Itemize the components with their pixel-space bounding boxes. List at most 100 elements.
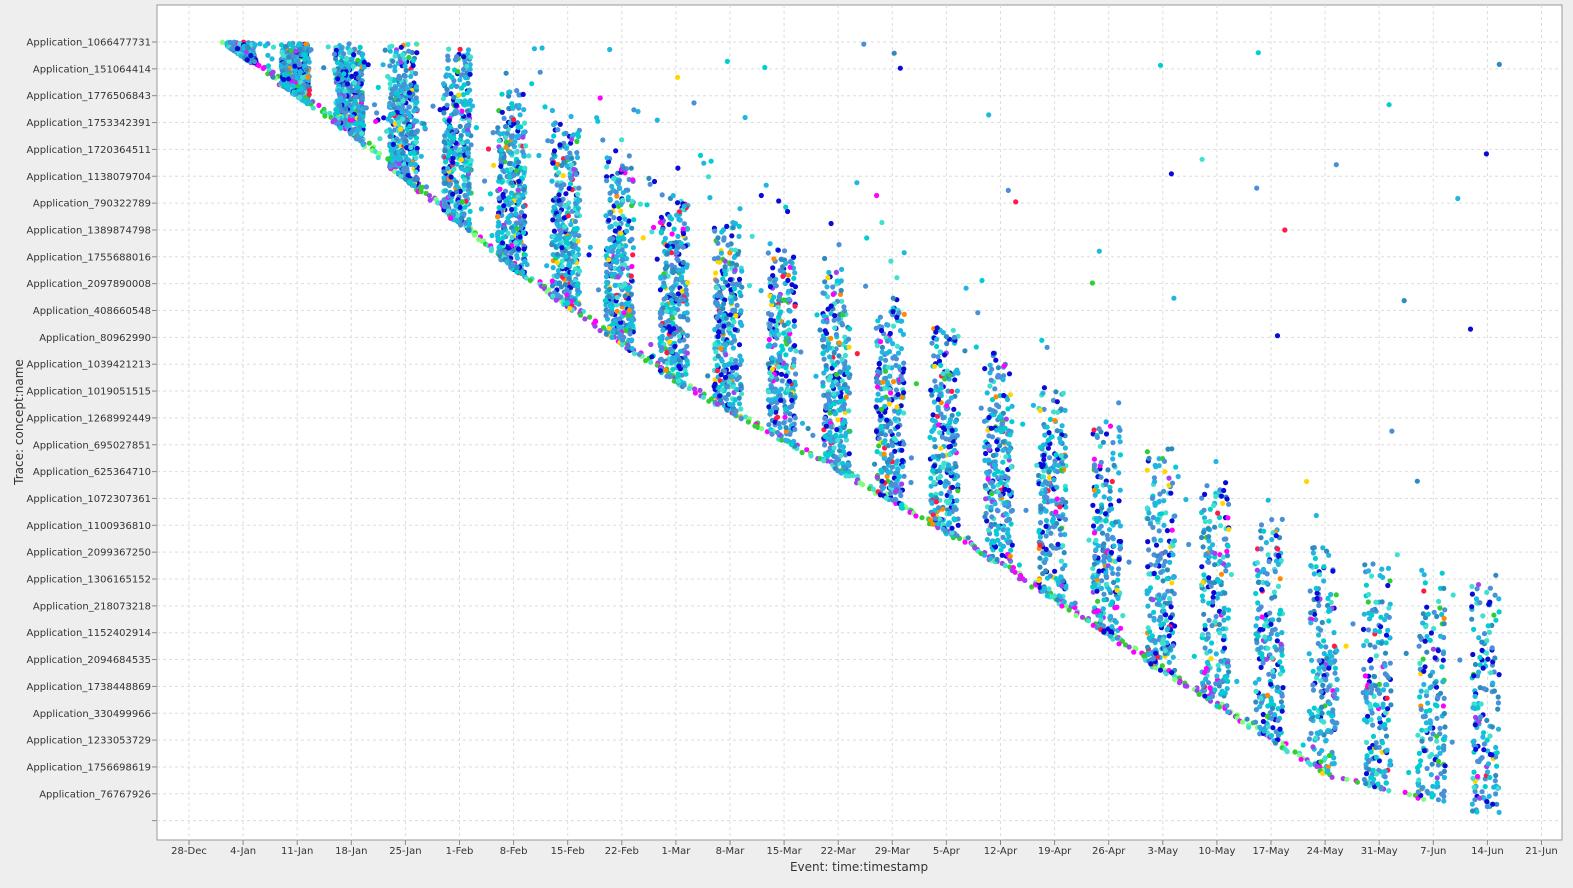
- data-point: [367, 141, 372, 146]
- data-point: [567, 186, 572, 191]
- data-point: [511, 248, 516, 253]
- data-point: [721, 301, 726, 306]
- data-point: [664, 374, 669, 379]
- data-point: [669, 298, 674, 303]
- data-point: [454, 183, 459, 188]
- data-point: [614, 200, 619, 205]
- data-point: [504, 140, 509, 145]
- data-point: [455, 69, 460, 74]
- data-point: [603, 313, 608, 318]
- data-point: [592, 324, 597, 329]
- data-point: [406, 157, 411, 162]
- data-point: [883, 358, 888, 363]
- data-point: [891, 379, 896, 384]
- data-point: [889, 454, 894, 459]
- data-point: [498, 131, 503, 136]
- data-point: [615, 295, 620, 300]
- data-point: [1285, 749, 1290, 754]
- data-point: [561, 173, 566, 178]
- data-point: [737, 290, 742, 295]
- data-point: [721, 285, 726, 290]
- data-point: [823, 328, 828, 333]
- data-point: [901, 361, 906, 366]
- data-point: [606, 294, 611, 299]
- data-point: [739, 391, 744, 396]
- data-point: [786, 289, 791, 294]
- data-point: [400, 117, 405, 122]
- data-point: [413, 162, 418, 167]
- data-point: [896, 310, 901, 315]
- data-point: [612, 243, 617, 248]
- data-point: [506, 245, 511, 250]
- data-point: [403, 64, 408, 69]
- data-point: [834, 427, 839, 432]
- data-point: [556, 214, 561, 219]
- data-point: [401, 99, 406, 104]
- data-point: [462, 205, 467, 210]
- data-point: [838, 394, 843, 399]
- data-point: [839, 321, 844, 326]
- data-point: [523, 252, 528, 257]
- data-point: [936, 397, 941, 402]
- data-point: [780, 274, 785, 279]
- data-point: [613, 228, 618, 233]
- data-point: [930, 522, 935, 527]
- data-point: [878, 413, 883, 418]
- data-point: [879, 328, 884, 333]
- data-point: [893, 363, 898, 368]
- data-point: [901, 332, 906, 337]
- data-point: [730, 402, 735, 407]
- data-point: [841, 444, 846, 449]
- data-point: [550, 283, 555, 288]
- data-point: [899, 481, 904, 486]
- data-point: [891, 324, 896, 329]
- data-point: [930, 418, 935, 423]
- data-point: [505, 131, 510, 136]
- data-point: [555, 260, 560, 265]
- data-point: [884, 418, 889, 423]
- data-point: [462, 102, 467, 107]
- data-point: [665, 243, 670, 248]
- data-point: [619, 332, 624, 337]
- data-point: [396, 105, 401, 110]
- data-point: [618, 209, 623, 214]
- data-point: [832, 350, 837, 355]
- data-point: [617, 216, 622, 221]
- data-point: [1080, 615, 1085, 620]
- data-point: [496, 196, 501, 201]
- data-point: [549, 242, 554, 247]
- data-point: [521, 230, 526, 235]
- data-point: [776, 364, 781, 369]
- data-point: [847, 326, 852, 331]
- data-point: [563, 254, 568, 259]
- data-point: [679, 274, 684, 279]
- data-point: [793, 415, 798, 420]
- data-point: [951, 328, 956, 333]
- data-point: [489, 248, 494, 253]
- data-point: [569, 162, 574, 167]
- data-point: [809, 453, 814, 458]
- data-point: [449, 174, 454, 179]
- data-point: [402, 57, 407, 62]
- data-point: [419, 189, 424, 194]
- data-point: [938, 446, 943, 451]
- data-point: [462, 82, 467, 87]
- data-point: [938, 363, 943, 368]
- data-point: [466, 191, 471, 196]
- data-point: [562, 224, 567, 229]
- data-point: [412, 118, 417, 123]
- data-point: [338, 95, 343, 100]
- data-point: [292, 64, 297, 69]
- data-point: [500, 110, 505, 115]
- data-point: [360, 52, 365, 57]
- data-point: [1074, 613, 1079, 618]
- data-point: [408, 145, 413, 150]
- data-point: [571, 167, 576, 172]
- data-point: [685, 351, 690, 356]
- data-point: [629, 292, 634, 297]
- data-point: [509, 207, 514, 212]
- data-point: [618, 231, 623, 236]
- data-point: [726, 392, 731, 397]
- data-point: [895, 404, 900, 409]
- data-point: [550, 161, 555, 166]
